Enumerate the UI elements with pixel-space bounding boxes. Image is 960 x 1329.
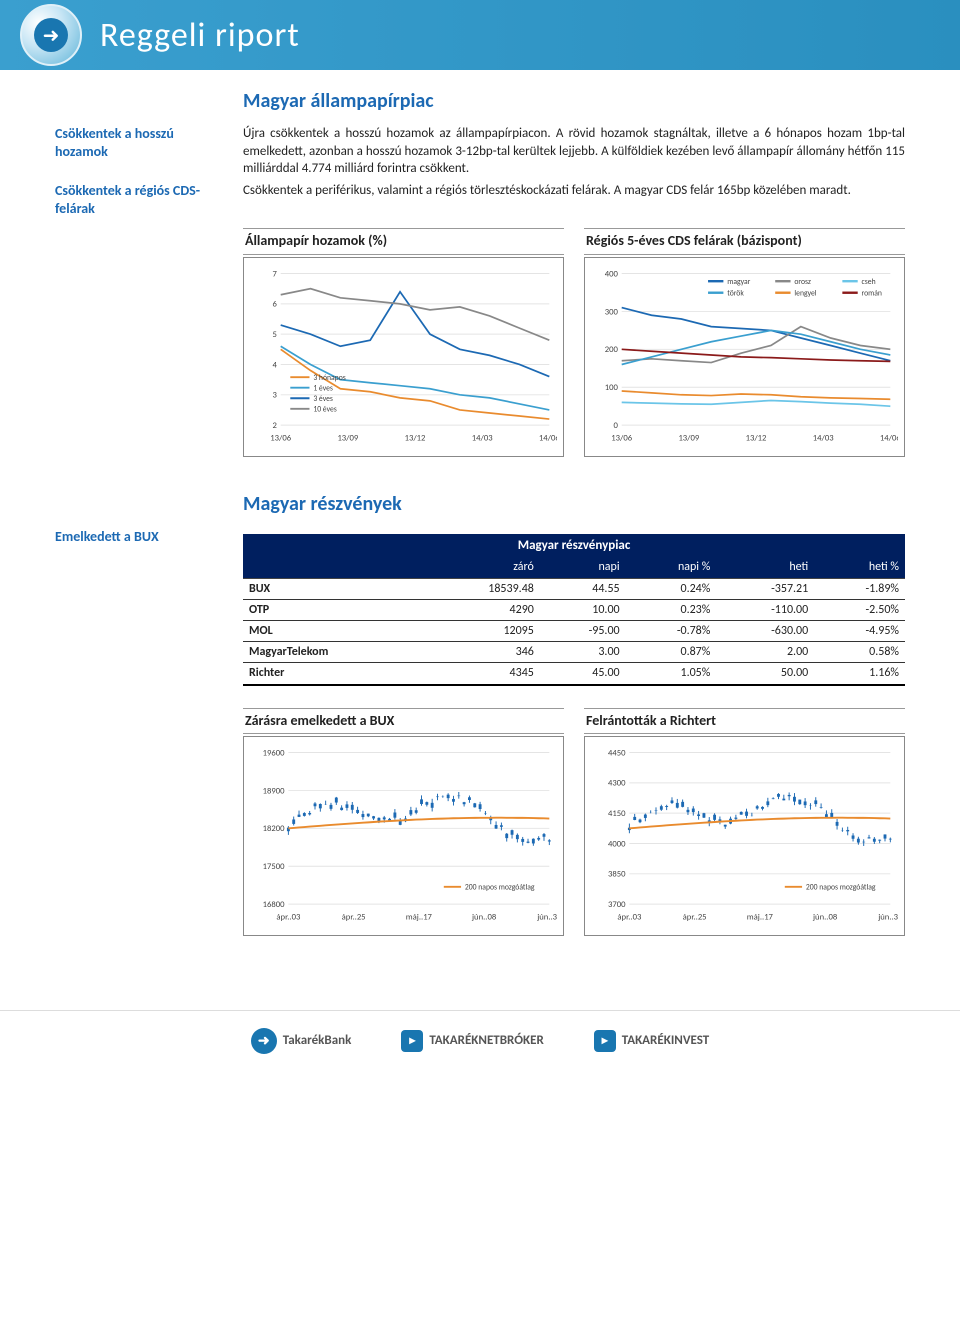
- table-row: BUX18539.4844.550.24%-357.21-1.89%: [243, 578, 905, 599]
- svg-text:300: 300: [605, 307, 619, 317]
- table-col-header: [243, 557, 425, 578]
- svg-text:3700: 3700: [608, 900, 626, 910]
- svg-text:ápr..25: ápr..25: [683, 913, 707, 923]
- svg-text:100: 100: [605, 383, 619, 393]
- svg-text:ápr..03: ápr..03: [617, 913, 642, 923]
- table-row: MagyarTelekom3463.000.87%2.000.58%: [243, 642, 905, 663]
- chart2-title: Régiós 5-éves CDS felárak (bázispont): [584, 228, 905, 255]
- chart4-box: 3700 3850 4000 4150 4300 4450 ápr..03 ápr..25 má…: [584, 736, 905, 936]
- svg-text:3850: 3850: [608, 870, 626, 880]
- footer-logo-2: ▸ TAKARÉKNETBRÓKER: [401, 1030, 543, 1052]
- svg-text:orosz: orosz: [794, 278, 811, 287]
- svg-text:3: 3: [272, 391, 277, 401]
- chart4-title: Felrántották a Richtert: [584, 708, 905, 735]
- table-row: MOL12095-95.00-0.78%-630.00-4.95%: [243, 621, 905, 642]
- svg-text:máj..17: máj..17: [747, 913, 774, 923]
- svg-text:máj..17: máj..17: [406, 913, 433, 923]
- footer-logo-3: ▸ TAKARÉKINVEST: [594, 1030, 709, 1052]
- svg-text:14/06: 14/06: [880, 433, 898, 443]
- svg-text:jún..08: jún..08: [812, 913, 838, 923]
- svg-text:ápr..03: ápr..03: [276, 913, 301, 923]
- section1-title: Magyar állampapírpiac: [243, 88, 905, 115]
- bank-icon: ➜: [251, 1028, 277, 1054]
- chart3-box: 16800 17500 18200 18900 19600 ápr..03 ápr..25 m…: [243, 736, 564, 936]
- svg-text:7: 7: [272, 269, 277, 279]
- svg-text:román: román: [862, 290, 882, 299]
- svg-text:10 éves: 10 éves: [313, 406, 336, 415]
- chart3-title: Zárásra emelkedett a BUX: [243, 708, 564, 735]
- svg-text:4300: 4300: [608, 779, 626, 789]
- svg-text:14/06: 14/06: [539, 433, 557, 443]
- table-col-header: záró: [425, 557, 540, 578]
- svg-text:ápr..25: ápr..25: [342, 913, 366, 923]
- svg-text:400: 400: [605, 269, 619, 279]
- table-col-header: napi %: [626, 557, 717, 578]
- section2-left-label: Emelkedett a BUX: [55, 528, 225, 546]
- table-col-header: napi: [540, 557, 626, 578]
- svg-text:200 napos mozgóátlag: 200 napos mozgóátlag: [806, 884, 876, 893]
- chart2-box: 0 100 200 300 400 13/06 13/09 13/12 14/03 14/06 ma…: [584, 257, 905, 457]
- svg-text:cseh: cseh: [862, 278, 876, 287]
- footer-logo-1-text: TakarékBank: [283, 1033, 352, 1048]
- header-title: Reggeli riport: [100, 15, 300, 56]
- svg-text:lengyel: lengyel: [794, 290, 816, 299]
- svg-text:jún..30: jún..30: [877, 913, 898, 923]
- chart1-title: Állampapír hozamok (%): [243, 228, 564, 255]
- block2-text: Csökkentek a periférikus, valamint a rég…: [243, 182, 905, 218]
- svg-text:magyar: magyar: [727, 278, 750, 287]
- invest-icon: ▸: [594, 1030, 616, 1052]
- svg-text:13/09: 13/09: [678, 433, 699, 443]
- block1-text: Újra csökkentek a hosszú hozamok az álla…: [243, 125, 905, 178]
- stock-table: Magyar részvénypiac zárónapinapi %hetihe…: [243, 534, 905, 686]
- footer-logo-3-text: TAKARÉKINVEST: [622, 1033, 709, 1048]
- footer: ➜ TakarékBank ▸ TAKARÉKNETBRÓKER ▸ TAKAR…: [0, 1010, 960, 1070]
- svg-text:200 napos mozgóátlag: 200 napos mozgóátlag: [465, 884, 535, 893]
- svg-text:3 hónapos: 3 hónapos: [313, 374, 345, 383]
- table-header: Magyar részvénypiac: [243, 534, 905, 558]
- svg-text:6: 6: [272, 300, 277, 310]
- table-row: OTP429010.000.23%-110.00-2.50%: [243, 599, 905, 620]
- svg-text:18200: 18200: [263, 825, 285, 835]
- footer-logo-1: ➜ TakarékBank: [251, 1028, 352, 1054]
- svg-text:0: 0: [613, 421, 618, 431]
- table-col-header: heti: [716, 557, 814, 578]
- svg-text:14/03: 14/03: [813, 433, 834, 443]
- svg-text:13/12: 13/12: [746, 433, 767, 443]
- svg-text:13/09: 13/09: [337, 433, 358, 443]
- svg-text:török: török: [727, 290, 744, 299]
- svg-text:jún..30: jún..30: [536, 913, 557, 923]
- svg-text:3 éves: 3 éves: [313, 395, 333, 404]
- svg-text:19600: 19600: [263, 749, 285, 759]
- svg-text:14/03: 14/03: [472, 433, 493, 443]
- block1-label: Csökkentek a hosszú hozamok: [55, 125, 225, 161]
- header-banner: ➜ Reggeli riport: [0, 0, 960, 70]
- block2-label: Csökkentek a régiós CDS-felárak: [55, 182, 225, 218]
- table-col-header: heti %: [814, 557, 905, 578]
- svg-text:4450: 4450: [608, 749, 626, 759]
- svg-text:4000: 4000: [608, 840, 626, 850]
- svg-text:17500: 17500: [263, 863, 285, 873]
- svg-text:4: 4: [272, 360, 277, 370]
- svg-text:13/06: 13/06: [270, 433, 291, 443]
- table-row: Richter434545.001.05%50.001.16%: [243, 663, 905, 685]
- svg-text:18900: 18900: [263, 787, 285, 797]
- svg-text:jún..08: jún..08: [471, 913, 497, 923]
- svg-text:13/12: 13/12: [405, 433, 426, 443]
- chart1-box: 2 3 4 5 6 7 13/06 13/09 13/12 14/03 14/06 3 hónapos…: [243, 257, 564, 457]
- section2-title: Magyar részvények: [243, 491, 905, 518]
- svg-text:200: 200: [605, 345, 619, 355]
- svg-text:13/06: 13/06: [611, 433, 632, 443]
- broker-icon: ▸: [401, 1030, 423, 1052]
- svg-text:5: 5: [272, 330, 276, 340]
- svg-text:1 éves: 1 éves: [313, 384, 333, 393]
- svg-text:4150: 4150: [608, 810, 626, 820]
- footer-logo-2-text: TAKARÉKNETBRÓKER: [429, 1033, 543, 1048]
- svg-text:16800: 16800: [263, 900, 285, 910]
- svg-text:2: 2: [272, 421, 276, 431]
- logo-circle: ➜: [20, 4, 82, 66]
- logo-arrow-icon: ➜: [34, 18, 68, 52]
